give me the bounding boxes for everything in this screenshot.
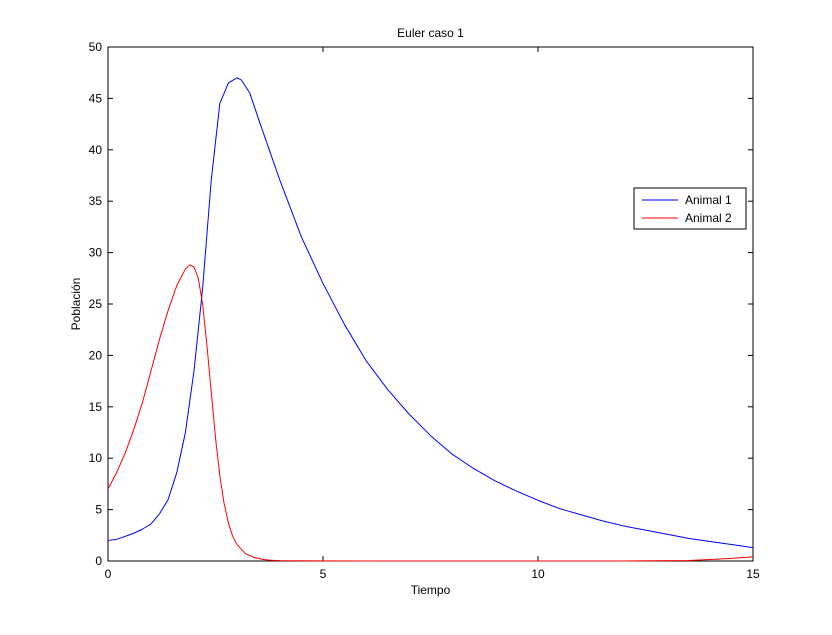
- y-tick-label: 25: [89, 297, 103, 311]
- y-tick-label: 10: [89, 451, 103, 465]
- y-tick-label: 30: [89, 246, 103, 260]
- axes-box: [107, 46, 754, 562]
- legend-box: [633, 187, 747, 230]
- y-tick-label: 15: [89, 400, 103, 414]
- y-tick-label: 40: [89, 143, 103, 157]
- legend-label: Animal 1: [685, 193, 732, 207]
- y-axis-label: Población: [69, 278, 83, 331]
- x-tick-label: 10: [531, 567, 545, 581]
- legend-label: Animal 2: [685, 211, 732, 225]
- legend: Animal 1 Animal 2: [633, 187, 747, 230]
- series-line-1: [107, 77, 754, 549]
- x-axis-label: Tiempo: [411, 583, 451, 597]
- y-tick-label: 35: [89, 194, 103, 208]
- y-tick-label: 5: [95, 503, 102, 517]
- y-tick-label: 45: [89, 91, 103, 105]
- x-tick-label: 15: [746, 567, 760, 581]
- y-tick-label: 0: [95, 554, 102, 568]
- y-tick-label: 20: [89, 348, 103, 362]
- series-line-2: [107, 264, 754, 562]
- y-tick-label: 50: [89, 40, 103, 54]
- chart-title: Euler caso 1: [397, 26, 464, 40]
- plot-area: 0 5 10 15 0 5 10 15 20 25 30 35 40 45 50: [89, 40, 760, 581]
- x-tick-label: 0: [105, 567, 112, 581]
- x-tick-label: 5: [320, 567, 327, 581]
